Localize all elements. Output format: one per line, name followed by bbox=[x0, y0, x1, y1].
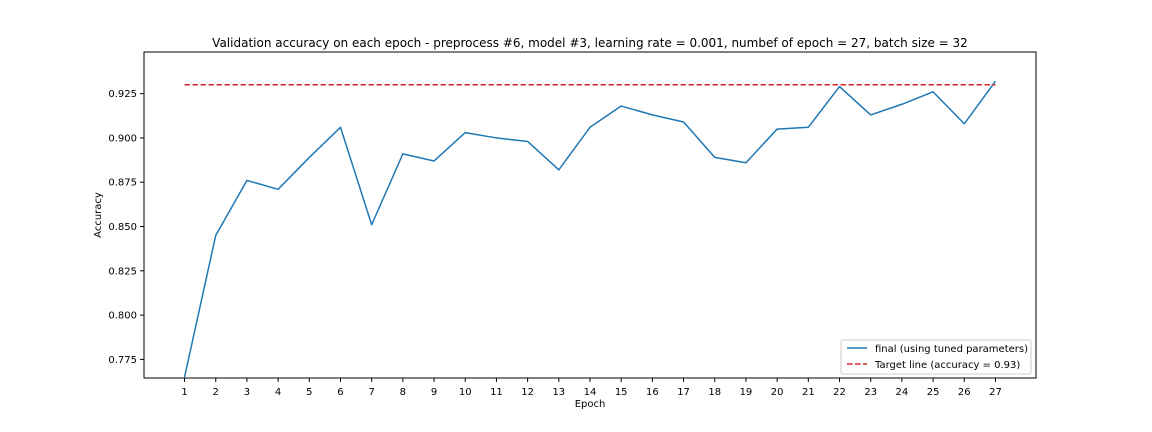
legend-box bbox=[840, 339, 1032, 375]
plot-frame bbox=[143, 51, 1037, 379]
legend: final (using tuned parameters) Target li… bbox=[840, 339, 1032, 375]
x-tick-label: 15 bbox=[615, 387, 628, 398]
y-tick-label: 0.850 bbox=[108, 222, 137, 233]
series-layer bbox=[183, 80, 997, 378]
y-axis-label: Accuracy bbox=[93, 192, 104, 238]
legend-label-target: Target line (accuracy = 0.93) bbox=[874, 360, 1020, 371]
x-tick-label: 2 bbox=[213, 387, 219, 398]
y-axis-ticks: 0.775 0.800 0.825 0.850 0.875 0.900 0.925 bbox=[108, 89, 144, 366]
x-tick-label: 10 bbox=[459, 387, 472, 398]
x-tick-label: 26 bbox=[958, 387, 971, 398]
y-tick-label: 0.775 bbox=[108, 355, 137, 366]
y-tick-label: 0.875 bbox=[108, 178, 137, 189]
x-tick-label: 18 bbox=[708, 387, 721, 398]
x-axis-label: Epoch bbox=[575, 399, 606, 410]
x-tick-label: 11 bbox=[490, 387, 503, 398]
x-tick-label: 8 bbox=[400, 387, 406, 398]
x-tick-label: 12 bbox=[521, 387, 534, 398]
x-tick-label: 16 bbox=[646, 387, 659, 398]
x-tick-label: 21 bbox=[802, 387, 815, 398]
y-tick-label: 0.925 bbox=[108, 89, 137, 100]
x-tick-label: 13 bbox=[552, 387, 565, 398]
legend-label-final: final (using tuned parameters) bbox=[875, 344, 1028, 355]
x-tick-label: 1 bbox=[181, 387, 187, 398]
x-tick-label: 5 bbox=[306, 387, 312, 398]
x-tick-label: 6 bbox=[337, 387, 343, 398]
x-tick-label: 25 bbox=[927, 387, 940, 398]
x-tick-label: 17 bbox=[677, 387, 690, 398]
y-tick-label: 0.825 bbox=[108, 266, 137, 277]
x-tick-label: 4 bbox=[275, 387, 281, 398]
x-tick-label: 27 bbox=[989, 387, 1002, 398]
x-tick-label: 20 bbox=[771, 387, 784, 398]
x-tick-label: 7 bbox=[368, 387, 374, 398]
series-line-final bbox=[183, 80, 997, 378]
x-tick-label: 24 bbox=[896, 387, 909, 398]
chart-title: Validation accuracy on each epoch - prep… bbox=[212, 36, 968, 50]
x-tick-label: 3 bbox=[244, 387, 250, 398]
x-tick-label: 14 bbox=[584, 387, 597, 398]
x-axis-ticks: 1 2 3 4 5 6 7 8 9 10 11 12 13 14 15 16 17 18 19 20 21 22 23 24 2… bbox=[181, 378, 1002, 398]
x-tick-label: 9 bbox=[431, 387, 437, 398]
x-tick-label: 19 bbox=[740, 387, 753, 398]
x-tick-label: 23 bbox=[864, 387, 877, 398]
y-tick-label: 0.800 bbox=[108, 311, 137, 322]
y-tick-label: 0.900 bbox=[108, 133, 137, 144]
x-tick-label: 22 bbox=[833, 387, 846, 398]
